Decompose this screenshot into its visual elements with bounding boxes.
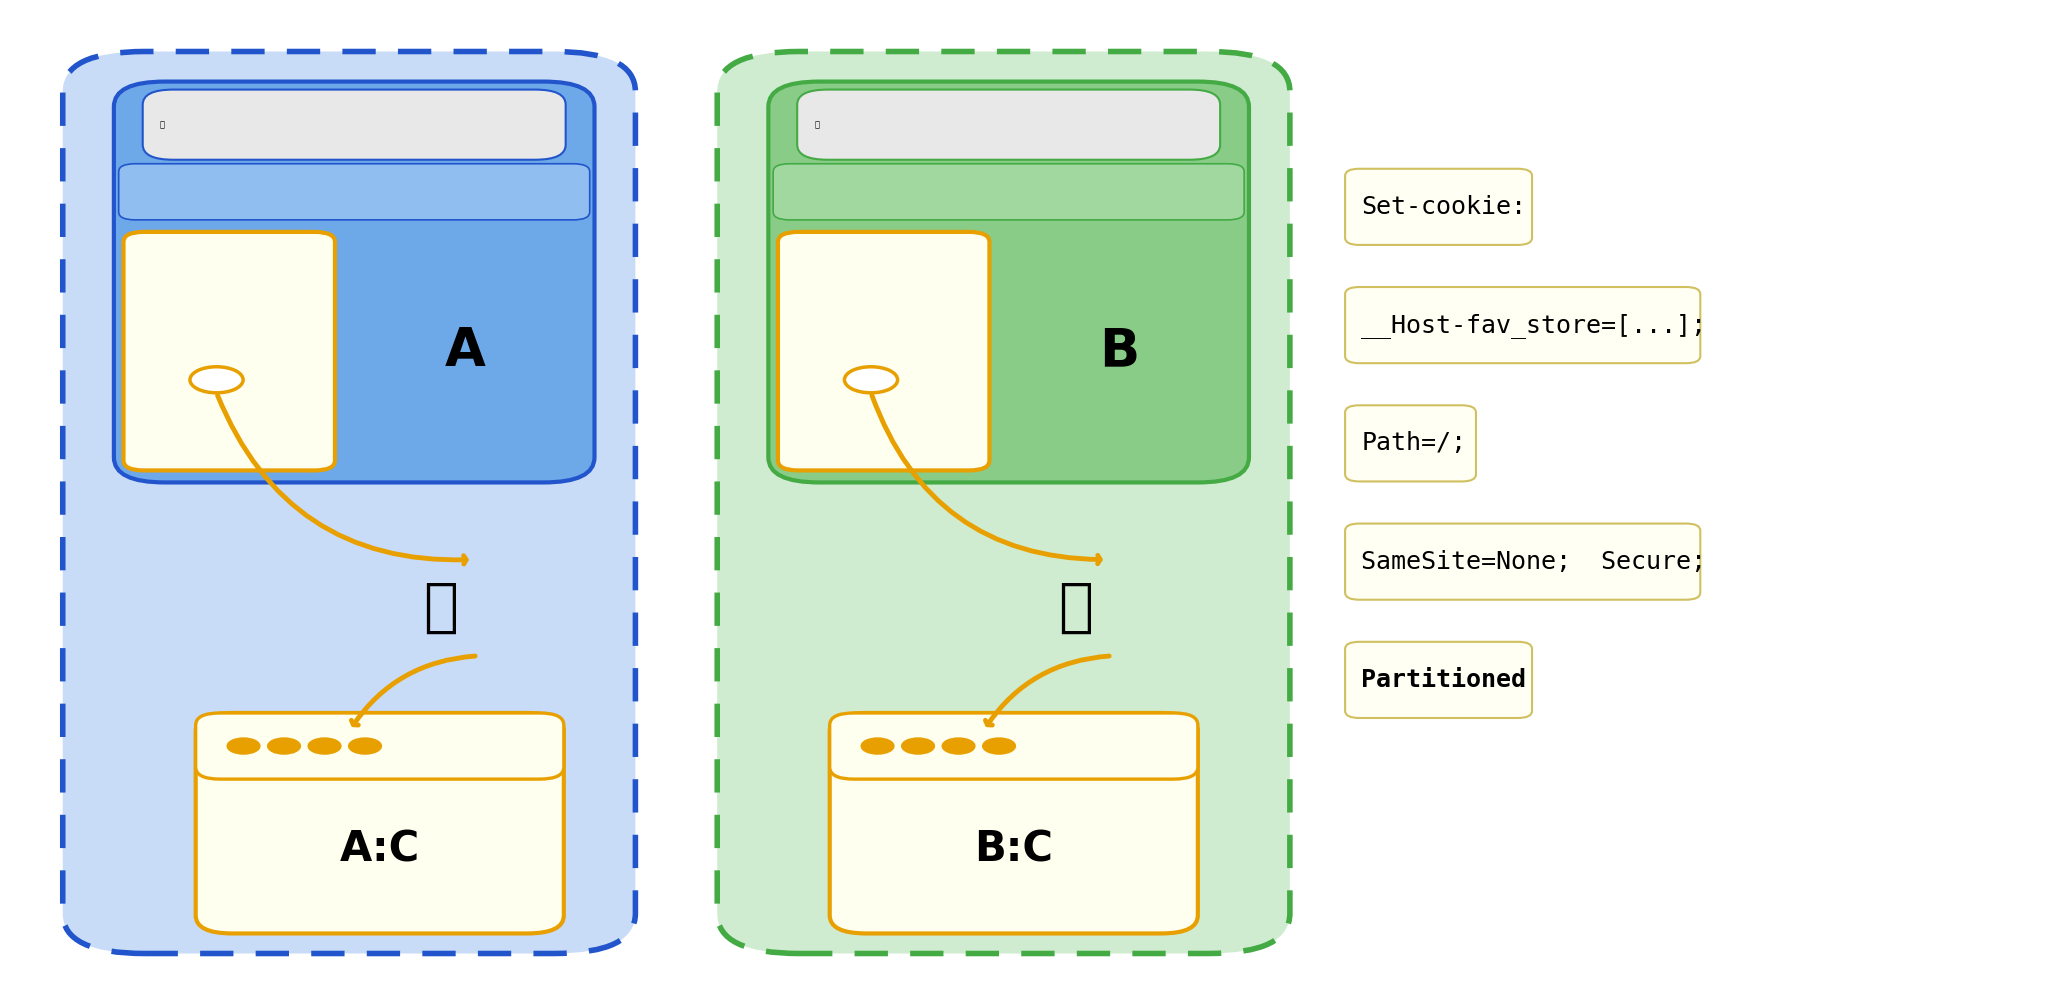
FancyBboxPatch shape xyxy=(143,89,565,160)
Circle shape xyxy=(983,738,1016,754)
Text: SameSite=None;  Secure;: SameSite=None; Secure; xyxy=(1362,550,1706,574)
FancyBboxPatch shape xyxy=(797,89,1221,160)
Circle shape xyxy=(942,738,975,754)
FancyBboxPatch shape xyxy=(778,232,989,470)
FancyBboxPatch shape xyxy=(774,164,1245,220)
Circle shape xyxy=(901,738,934,754)
Circle shape xyxy=(844,367,897,393)
FancyBboxPatch shape xyxy=(829,713,1198,779)
Text: 🍪: 🍪 xyxy=(424,579,459,636)
FancyBboxPatch shape xyxy=(1346,287,1700,363)
FancyBboxPatch shape xyxy=(197,713,563,779)
FancyBboxPatch shape xyxy=(119,164,590,220)
Text: Path=/;: Path=/; xyxy=(1362,431,1466,455)
FancyBboxPatch shape xyxy=(1346,642,1532,718)
FancyBboxPatch shape xyxy=(63,51,635,954)
FancyBboxPatch shape xyxy=(344,232,586,470)
FancyBboxPatch shape xyxy=(123,232,336,470)
Text: B: B xyxy=(1100,326,1139,377)
Text: 🍪: 🍪 xyxy=(1057,579,1094,636)
Text: B:C: B:C xyxy=(975,829,1053,870)
Text: A: A xyxy=(444,326,485,377)
FancyBboxPatch shape xyxy=(1346,524,1700,600)
Text: __Host-fav_store=[...];: __Host-fav_store=[...]; xyxy=(1362,313,1706,338)
Circle shape xyxy=(862,738,893,754)
Circle shape xyxy=(307,738,340,754)
FancyBboxPatch shape xyxy=(768,81,1249,482)
FancyBboxPatch shape xyxy=(999,232,1239,470)
Text: Set-cookie:: Set-cookie: xyxy=(1362,195,1526,219)
FancyBboxPatch shape xyxy=(115,81,594,482)
FancyBboxPatch shape xyxy=(1346,405,1477,481)
FancyBboxPatch shape xyxy=(1346,169,1532,245)
Text: Partitioned: Partitioned xyxy=(1362,668,1526,691)
FancyBboxPatch shape xyxy=(717,51,1290,954)
Circle shape xyxy=(268,738,301,754)
FancyBboxPatch shape xyxy=(197,713,563,934)
FancyBboxPatch shape xyxy=(829,713,1198,934)
Circle shape xyxy=(227,738,260,754)
Circle shape xyxy=(348,738,381,754)
Circle shape xyxy=(190,367,244,393)
Text: A:C: A:C xyxy=(340,829,420,870)
Text: 🔒: 🔒 xyxy=(815,121,819,130)
Text: 🔒: 🔒 xyxy=(160,121,164,130)
